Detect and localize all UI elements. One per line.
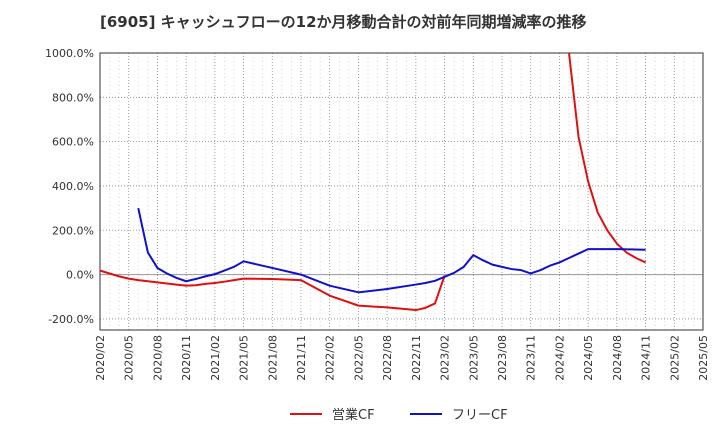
x-tick-label: 2023/08 bbox=[496, 335, 509, 381]
x-tick-label: 2020/11 bbox=[180, 335, 193, 381]
x-tick-label: 2025/02 bbox=[668, 335, 681, 381]
x-tick-label: 2023/11 bbox=[525, 335, 538, 381]
plot-frame bbox=[99, 52, 704, 331]
y-tick-label: 200.0% bbox=[52, 224, 94, 237]
series-free-cf bbox=[137, 207, 646, 294]
x-tick-label: 2023/05 bbox=[467, 335, 480, 381]
x-tick-label: 2020/02 bbox=[94, 335, 107, 381]
x-tick-label: 2024/02 bbox=[553, 335, 566, 381]
x-tick-label: 2024/11 bbox=[640, 335, 653, 381]
x-tick-label: 2020/05 bbox=[123, 335, 136, 381]
y-tick-label: 600.0% bbox=[52, 136, 94, 149]
y-tick-label: 1000.0% bbox=[45, 47, 94, 60]
x-tick-label: 2022/02 bbox=[324, 335, 337, 381]
grid bbox=[99, 52, 704, 330]
legend-label: フリーCF bbox=[452, 408, 508, 423]
x-tick-label: 2022/05 bbox=[352, 335, 365, 381]
series-line bbox=[137, 207, 646, 294]
series-line bbox=[568, 53, 646, 264]
x-tick-label: 2020/08 bbox=[151, 335, 164, 381]
chart-title: [6905] キャッシュフローの12か月移動合計の対前年同期増減率の推移 bbox=[100, 13, 587, 31]
x-tick-label: 2021/05 bbox=[238, 335, 251, 381]
x-tick-label: 2023/02 bbox=[439, 335, 452, 381]
series-line bbox=[100, 269, 446, 312]
y-tick-label: 800.0% bbox=[52, 91, 94, 104]
series-lines bbox=[100, 53, 646, 312]
x-tick-label: 2025/05 bbox=[697, 335, 710, 381]
y-tick-label: 0.0% bbox=[66, 269, 94, 282]
x-tick-label: 2024/05 bbox=[582, 335, 595, 381]
x-tick-label: 2024/08 bbox=[611, 335, 624, 381]
y-tick-label: -200.0% bbox=[48, 313, 94, 326]
x-tick-label: 2021/11 bbox=[295, 335, 308, 381]
y-axis: -200.0% 0.0% 200.0% 400.0% 600.0% 800.0% 1000.… bbox=[45, 47, 94, 326]
x-tick-label: 2021/08 bbox=[266, 335, 279, 381]
x-tick-label: 2021/02 bbox=[209, 335, 222, 381]
legend: 営業CF フリーCF bbox=[290, 407, 508, 423]
x-tick-label: 2022/08 bbox=[381, 335, 394, 381]
y-tick-label: 400.0% bbox=[52, 180, 94, 193]
legend-label: 営業CF bbox=[332, 407, 375, 423]
series-operating-cf bbox=[100, 53, 646, 312]
x-axis: 2020/02 2020/05 2020/08 2020/11 2021/02 2021/… bbox=[94, 335, 710, 381]
x-tick-label: 2022/11 bbox=[410, 335, 423, 381]
